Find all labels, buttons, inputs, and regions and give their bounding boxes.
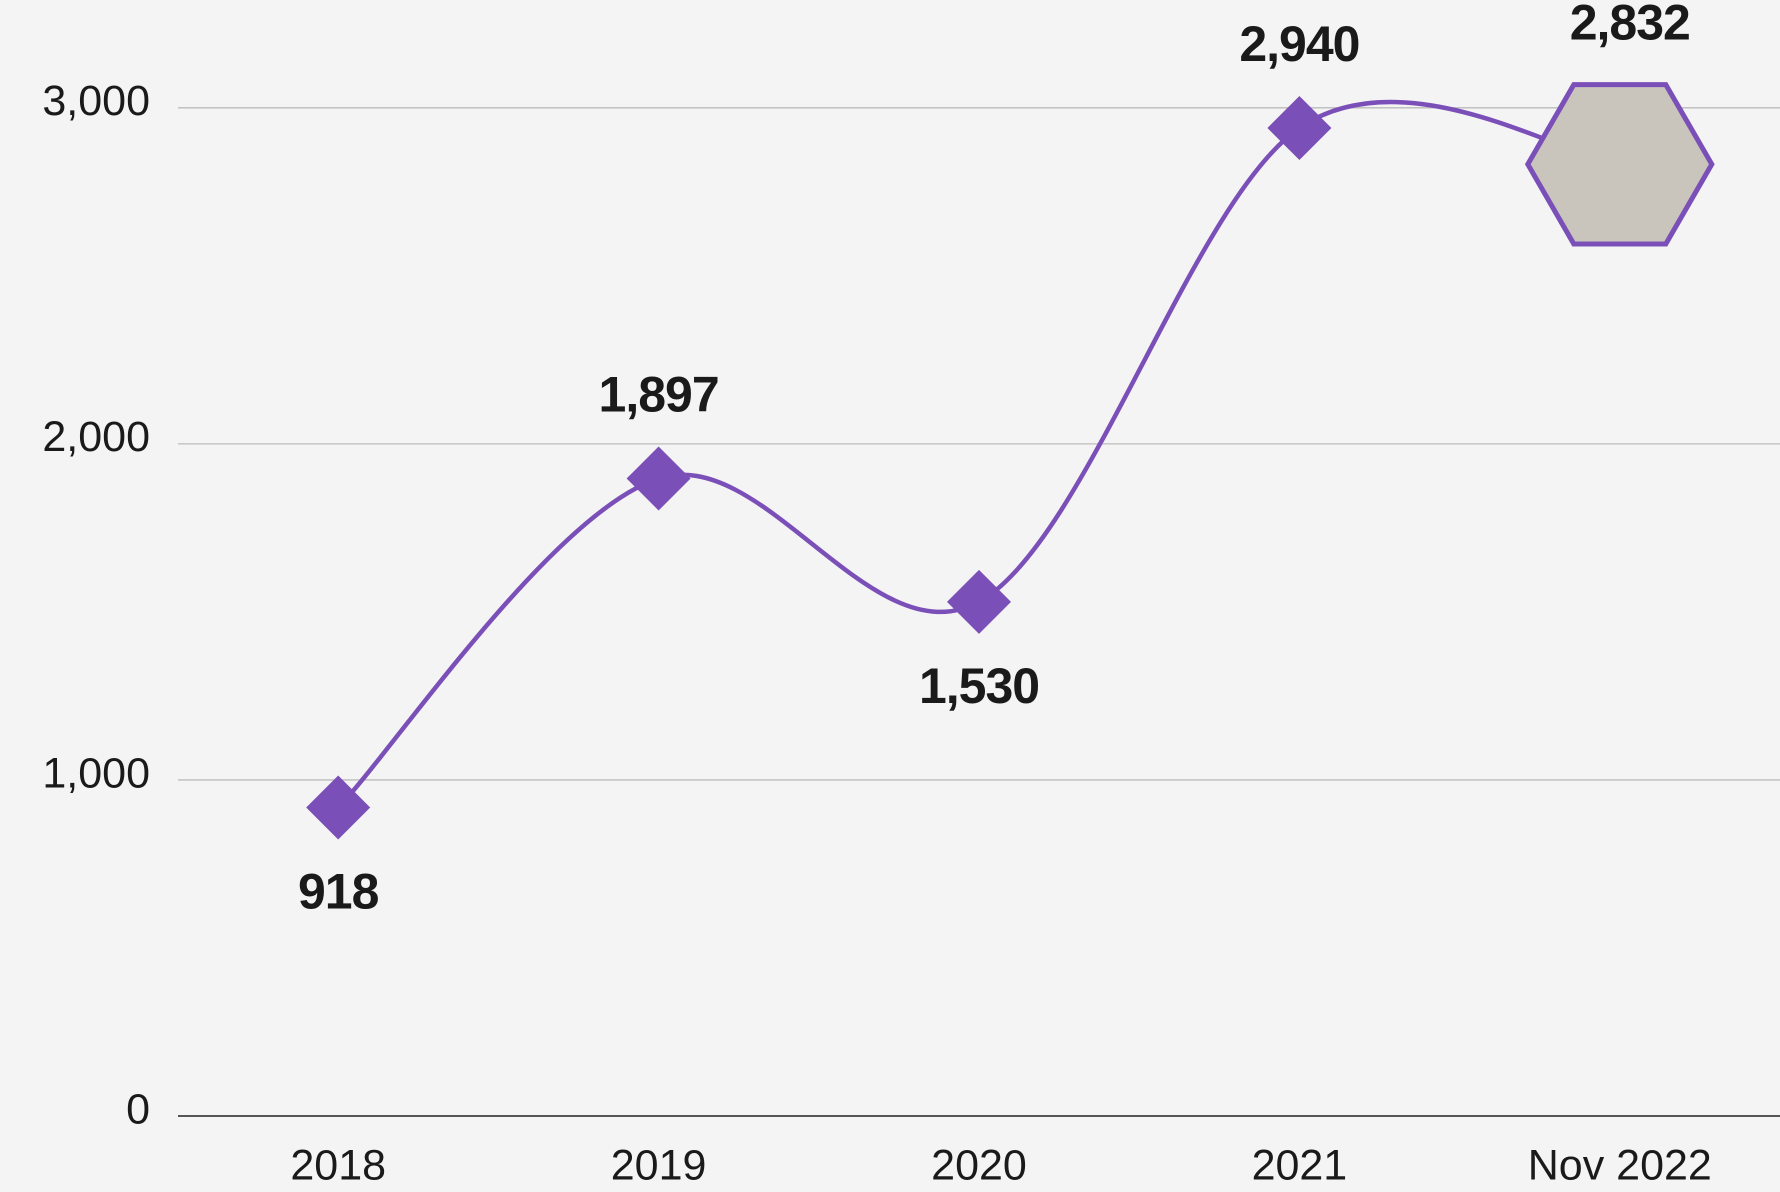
value-label: 1,530 (919, 658, 1039, 714)
value-label: 2,832 (1570, 0, 1690, 50)
y-tick-label: 3,000 (42, 77, 150, 125)
x-tick-label: 2020 (931, 1141, 1027, 1189)
value-label: 918 (298, 864, 379, 920)
value-label: 1,897 (599, 367, 719, 423)
y-tick-label: 2,000 (42, 413, 150, 461)
x-tick-label: 2021 (1252, 1141, 1348, 1189)
x-tick-label: 2019 (611, 1141, 707, 1189)
y-tick-label: 1,000 (42, 749, 150, 797)
x-tick-label: 2018 (290, 1141, 386, 1189)
marker-photo (1524, 82, 1715, 247)
marker (626, 446, 691, 511)
marker (1267, 95, 1332, 160)
value-label: 2,940 (1239, 16, 1359, 72)
x-tick-label: Nov 2022 (1528, 1141, 1712, 1189)
marker (306, 775, 371, 840)
marker (947, 569, 1011, 634)
y-tick-label: 0 (126, 1085, 150, 1133)
